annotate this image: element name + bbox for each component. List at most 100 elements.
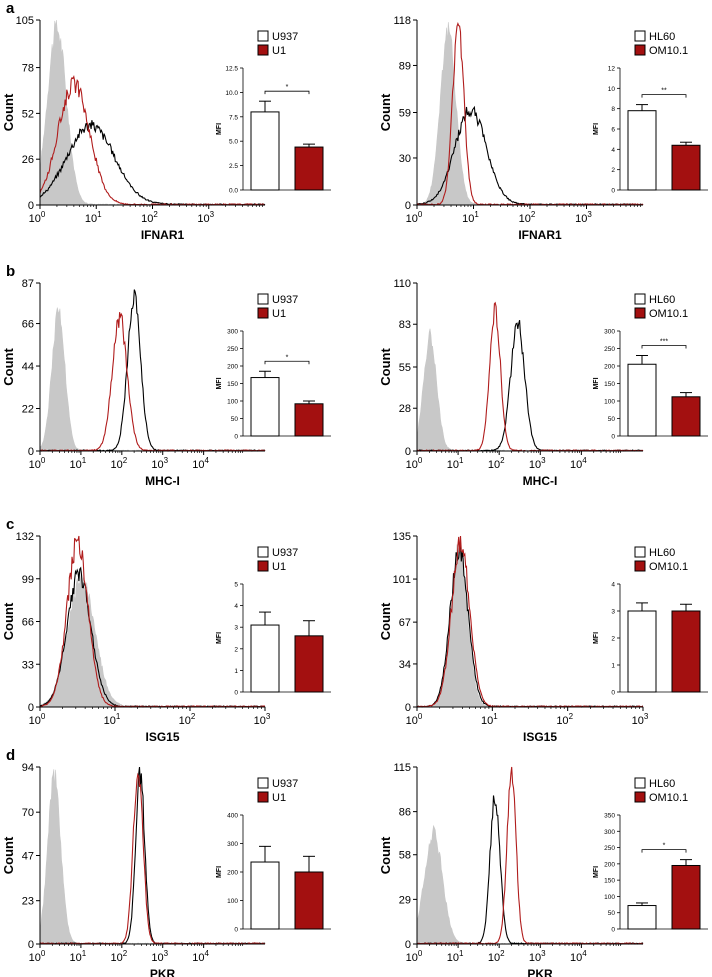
y-tick-label: 118	[393, 15, 411, 27]
inset-y-tick-label: 100	[604, 399, 615, 406]
histogram-panel-b-right: 0 28 55 83 110 100 101 102 103 104 MHC-I Count HL60 O…	[378, 278, 708, 488]
mfi-inset-d-left: U937 U1 0 100 200 300 400 MFI	[216, 777, 331, 934]
inset-y-tick-label: 50	[608, 910, 616, 917]
inset-y-tick-label: 0.0	[229, 188, 238, 195]
significance-mark: *	[286, 84, 289, 91]
x-tick-label: 103	[197, 210, 214, 225]
bar-OM10.1	[671, 610, 701, 693]
legend-swatch	[257, 777, 269, 789]
y-tick-label: 87	[22, 278, 34, 290]
legend-label-HL60: HL60	[649, 294, 675, 306]
inset-y-tick-label: 0	[611, 927, 615, 934]
legend-swatch	[257, 293, 269, 305]
x-tick-label: 101	[70, 456, 87, 471]
series-isotype	[39, 769, 266, 945]
legend-swatch	[634, 546, 646, 558]
x-tick-label: 100	[29, 456, 46, 471]
x-axis-label: ISG15	[145, 730, 179, 744]
series-U937	[39, 766, 266, 945]
inset-y-axis-label: MFI	[593, 123, 600, 135]
y-tick-label: 34	[399, 659, 411, 671]
mfi-inset-c-right: HL60 OM10.1 0 1 2 3 4 MFI	[593, 546, 708, 697]
x-tick-label: 100	[29, 712, 46, 727]
inset-y-tick-label: 0	[234, 690, 238, 697]
mfi-inset-d-right: HL60 OM10.1 0 50 100 150 200 250 300 350 MFI *	[593, 777, 708, 934]
significance-bracket	[641, 345, 687, 349]
inset-y-tick-label: 2	[234, 646, 238, 653]
y-tick-label: 135	[393, 531, 411, 543]
mfi-inset-c-left: U937 U1 0 1 2 3 4 5 MFI	[216, 546, 331, 697]
y-tick-label: 94	[22, 762, 34, 774]
inset-y-tick-label: 150	[604, 878, 615, 885]
inset-y-tick-label: 4	[234, 603, 238, 610]
y-axis-label: Count	[378, 93, 393, 131]
x-tick-label: 102	[556, 712, 573, 727]
x-tick-label: 104	[192, 949, 209, 964]
bar-U1	[294, 403, 324, 437]
x-tick-label: 103	[151, 949, 168, 964]
inset-y-tick-label: 300	[227, 329, 238, 336]
y-tick-label: 99	[22, 574, 34, 586]
x-tick-label: 103	[575, 210, 592, 225]
x-tick-label: 102	[110, 949, 127, 964]
legend-swatch	[634, 30, 646, 42]
x-tick-label: 103	[151, 456, 168, 471]
y-tick-label: 59	[399, 108, 411, 120]
legend-swatch	[257, 30, 269, 42]
series-isotype	[39, 19, 266, 206]
legend-label-U1: U1	[272, 561, 286, 573]
inset-y-tick-label: 300	[604, 329, 615, 336]
inset-y-axis-label: MFI	[216, 377, 223, 389]
inset-y-tick-label: 0	[611, 690, 615, 697]
legend-swatch	[634, 560, 646, 572]
y-tick-label: 66	[22, 617, 34, 629]
histogram-panel-d-left: d 0 23 47 70 94 100 101 102 103 104 PKR Count U937 U1 0…	[1, 747, 331, 977]
bar-U1	[294, 146, 324, 191]
bar-U937	[250, 377, 280, 437]
legend-swatch	[634, 791, 646, 803]
legend-swatch	[634, 293, 646, 305]
inset-y-axis-label: MFI	[593, 377, 600, 389]
x-tick-label: 102	[141, 210, 158, 225]
significance-mark: **	[661, 88, 667, 95]
inset-y-axis-label: MFI	[216, 632, 223, 644]
panel-label: c	[6, 516, 14, 533]
y-tick-label: 0	[405, 446, 411, 458]
legend-swatch	[634, 777, 646, 789]
inset-y-tick-label: 200	[604, 364, 615, 371]
legend-label-OM10.1: OM10.1	[649, 561, 688, 573]
x-axis-label: PKR	[527, 967, 553, 977]
inset-y-tick-label: 3	[611, 609, 615, 616]
y-tick-label: 28	[399, 403, 411, 415]
y-tick-label: 83	[399, 319, 411, 331]
legend-swatch	[257, 44, 269, 56]
x-axis-label: PKR	[150, 967, 176, 977]
panel-label: a	[6, 0, 15, 17]
bar-HL60	[627, 610, 657, 693]
y-tick-label: 0	[28, 446, 34, 458]
inset-y-tick-label: 10.0	[225, 90, 238, 97]
x-tick-label: 101	[481, 712, 498, 727]
histogram-panel-d-right: 0 29 58 86 115 100 101 102 103 104 PKR Count HL60 OM1…	[378, 762, 708, 977]
y-tick-label: 0	[28, 939, 34, 951]
x-tick-label: 101	[447, 456, 464, 471]
legend-label-U1: U1	[272, 308, 286, 320]
x-tick-label: 102	[519, 210, 536, 225]
series-OM10.1	[416, 766, 644, 945]
y-tick-label: 115	[393, 762, 411, 774]
inset-y-tick-label: 0	[611, 188, 615, 195]
y-tick-label: 44	[22, 361, 34, 373]
inset-y-tick-label: 250	[604, 346, 615, 353]
inset-y-tick-label: 150	[227, 381, 238, 388]
legend-swatch	[257, 307, 269, 319]
inset-y-tick-label: 300	[604, 829, 615, 836]
series-U1	[39, 772, 266, 945]
significance-mark: *	[286, 354, 289, 361]
x-axis-label: IFNAR1	[518, 228, 562, 242]
inset-y-tick-label: 2.5	[229, 163, 238, 170]
mfi-inset-b-right: HL60 OM10.1 0 50 100 150 200 250 300 MFI ***	[593, 293, 708, 441]
y-tick-label: 29	[399, 894, 411, 906]
y-tick-label: 52	[22, 108, 34, 120]
